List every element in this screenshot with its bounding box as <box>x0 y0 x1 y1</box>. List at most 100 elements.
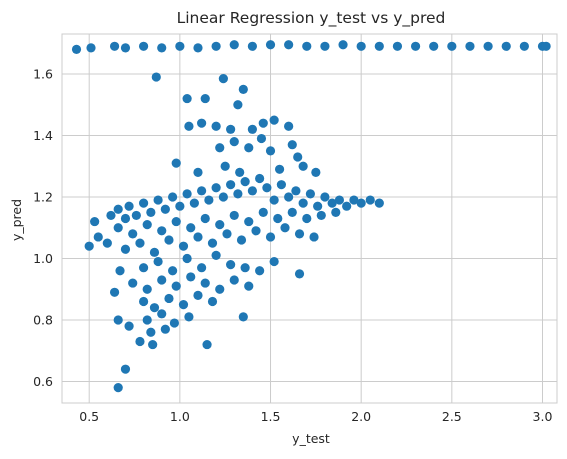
scatter-point <box>291 186 301 196</box>
x-tick-label: 3.0 <box>533 409 553 424</box>
scatter-point <box>226 260 236 270</box>
scatter-point <box>211 41 221 51</box>
scatter-point <box>151 72 161 82</box>
scatter-point <box>229 40 239 50</box>
scatter-point <box>168 266 178 276</box>
scatter-point <box>410 41 421 51</box>
scatter-point <box>244 281 254 291</box>
scatter-point <box>274 164 285 174</box>
scatter-point <box>269 195 279 205</box>
scatter-point <box>320 192 330 202</box>
scatter-point <box>113 223 123 233</box>
scatter-point <box>193 232 203 242</box>
scatter-point <box>215 284 225 294</box>
scatter-point <box>171 216 181 227</box>
scatter-point <box>273 213 283 224</box>
scatter-point <box>142 284 152 294</box>
scatter-point <box>429 41 439 51</box>
scatter-point <box>153 195 163 205</box>
scatter-point <box>120 213 131 224</box>
scatter-point <box>113 383 123 393</box>
scatter-point <box>229 137 239 147</box>
scatter-point <box>311 167 321 177</box>
scatter-point <box>182 93 192 104</box>
scatter-point <box>189 198 199 208</box>
scatter-point <box>247 124 257 134</box>
y-tick-label: 1.6 <box>33 66 53 81</box>
scatter-point <box>146 207 156 217</box>
scatter-point <box>115 266 125 276</box>
scatter-point <box>184 121 194 131</box>
y-tick-label: 0.6 <box>33 374 53 389</box>
scatter-point <box>138 263 149 273</box>
scatter-point <box>238 84 248 94</box>
scatter-point <box>120 43 131 53</box>
scatter-point <box>541 41 551 51</box>
x-tick-labels: 0.5 1.0 1.5 2.0 2.5 3.0 <box>79 409 552 424</box>
scatter-point <box>93 232 103 242</box>
scatter-point <box>302 213 312 224</box>
scatter-point <box>501 41 511 51</box>
scatter-point <box>519 41 529 51</box>
scatter-point <box>218 192 228 202</box>
scatter-point <box>148 339 158 350</box>
scatter-point <box>356 198 366 208</box>
scatter-point <box>211 121 221 131</box>
y-tick-labels: 0.6 0.8 1.0 1.2 1.4 1.6 <box>33 66 53 389</box>
scatter-point <box>142 220 152 230</box>
scatter-point <box>184 312 194 322</box>
scatter-point <box>356 41 366 51</box>
scatter-point <box>138 296 149 307</box>
scatter-point <box>86 43 96 53</box>
scatter-point <box>302 41 312 51</box>
scatter-point <box>226 124 236 134</box>
scatter-point <box>293 152 303 162</box>
scatter-point <box>164 293 174 304</box>
scatter-point <box>269 115 279 125</box>
scatter-point <box>138 198 149 208</box>
scatter-point <box>256 133 267 144</box>
scatter-point <box>220 161 230 171</box>
scatter-point <box>207 296 218 307</box>
scatter-point <box>262 183 272 193</box>
scatter-point <box>200 213 210 224</box>
y-tick-label: 0.8 <box>33 312 53 327</box>
scatter-point <box>280 223 290 233</box>
scatter-point <box>483 41 493 51</box>
scatter-point <box>128 229 138 239</box>
scatter-point <box>320 41 330 51</box>
scatter-point <box>392 41 403 51</box>
scatter-point <box>305 189 316 199</box>
scatter-point <box>142 315 152 325</box>
scatter-point <box>233 100 243 110</box>
scatter-point <box>160 204 170 214</box>
scatter-point <box>157 309 167 319</box>
scatter-point <box>157 275 167 285</box>
scatter-point <box>113 315 123 325</box>
scatter-point <box>238 312 248 322</box>
x-tick-label: 1.5 <box>261 409 281 424</box>
scatter-point <box>193 290 203 300</box>
x-axis-label: y_test <box>292 431 330 446</box>
scatter-point <box>175 41 185 51</box>
scatter-point <box>447 41 457 51</box>
scatter-point <box>153 256 163 267</box>
scatter-point <box>109 287 120 297</box>
scatter-point <box>276 180 286 190</box>
scatter-point <box>182 253 192 264</box>
scatter-point <box>309 232 319 242</box>
scatter-point <box>124 201 134 211</box>
scatter-point <box>298 198 308 208</box>
scatter-point <box>157 226 167 236</box>
y-tick-label: 1.2 <box>33 189 53 204</box>
scatter-point <box>338 40 348 50</box>
scatter-point <box>229 275 239 285</box>
scatter-point <box>193 43 203 53</box>
x-tick-label: 0.5 <box>79 409 99 424</box>
scatter-point <box>298 161 308 171</box>
scatter-point <box>240 263 250 273</box>
scatter-point <box>182 189 192 199</box>
scatter-point <box>374 41 384 51</box>
scatter-point <box>149 247 160 257</box>
